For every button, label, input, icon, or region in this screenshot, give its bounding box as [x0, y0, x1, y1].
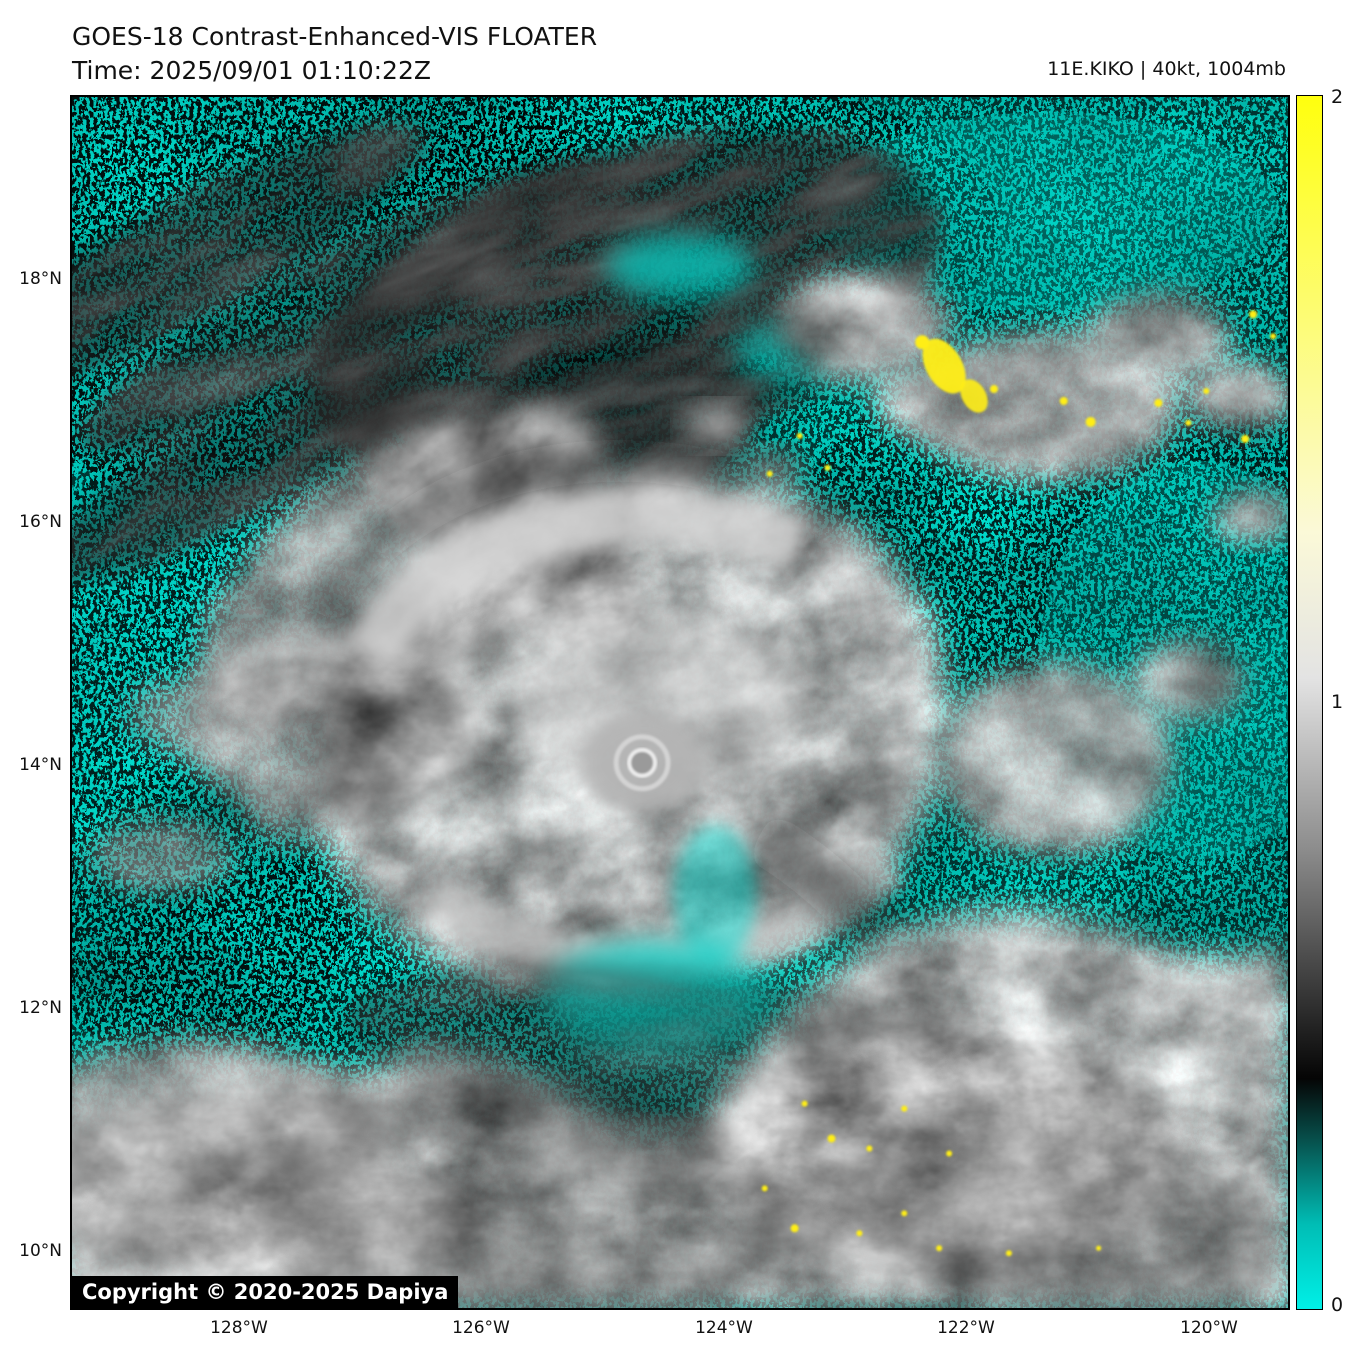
x-tick-122w: 122°W [937, 1318, 995, 1338]
colorbar-tick-1: 1 [1331, 691, 1344, 713]
colorbar-tick-0: 0 [1331, 1294, 1344, 1316]
storm-info-label: 11E.KIKO | 40kt, 1004mb [1047, 58, 1286, 80]
storm-eye [580, 712, 704, 813]
y-tick-10n: 10°N [19, 1241, 62, 1261]
bottom-cloud-field [72, 913, 1288, 1308]
x-tick-124w: 124°W [695, 1318, 753, 1338]
satellite-image-frame: Copyright © 2020-2025 Dapiya [70, 95, 1290, 1310]
y-tick-12n: 12°N [19, 998, 62, 1018]
copyright-badge: Copyright © 2020-2025 Dapiya [72, 1276, 459, 1308]
page-title: GOES-18 Contrast-Enhanced-VIS FLOATER [72, 22, 598, 51]
right-middle-cloud-blob [936, 640, 1245, 858]
figure-title-block: GOES-18 Contrast-Enhanced-VIS FLOATER Ti… [72, 20, 597, 88]
upper-right-cloud-blobs [684, 270, 1288, 542]
storm-cloud-mass [181, 402, 971, 1086]
satellite-scene [72, 97, 1288, 1308]
x-tick-126w: 126°W [452, 1318, 510, 1338]
timestamp-label: Time: 2025/09/01 01:10:22Z [72, 56, 431, 85]
y-tick-18n: 18°N [19, 269, 62, 289]
colorbar-tick-2: 2 [1331, 86, 1344, 108]
x-tick-120w: 120°W [1180, 1318, 1238, 1338]
y-tick-16n: 16°N [19, 512, 62, 532]
x-tick-128w: 128°W [210, 1318, 268, 1338]
colorbar [1296, 95, 1323, 1310]
y-tick-14n: 14°N [19, 755, 62, 775]
